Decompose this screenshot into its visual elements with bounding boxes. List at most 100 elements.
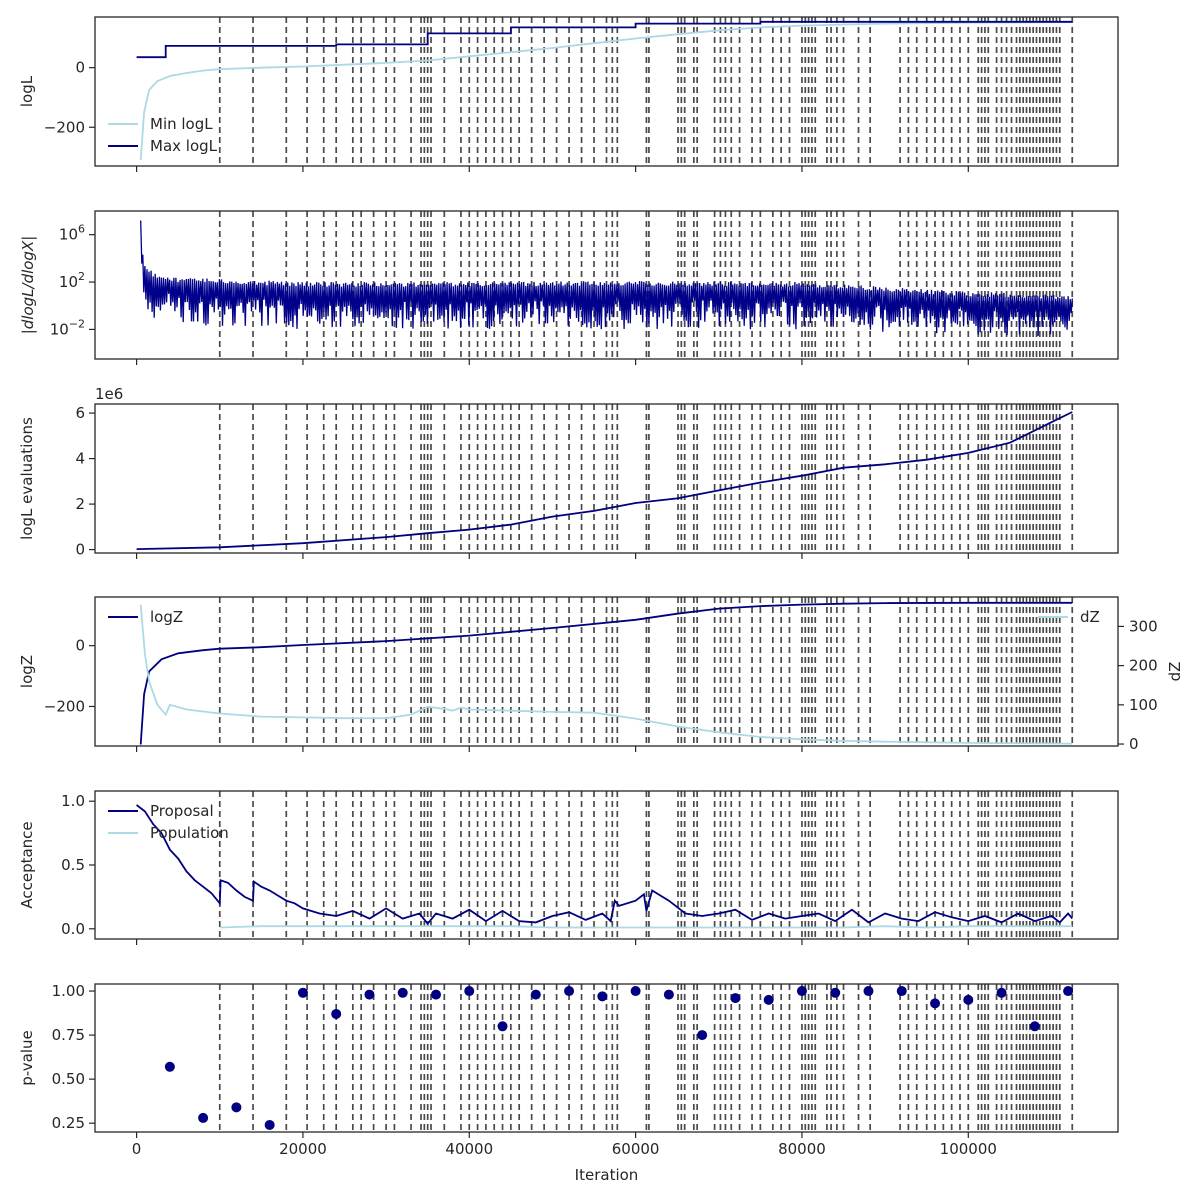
legend-label: Max logL <box>150 137 218 155</box>
y-axis-label: p-value <box>18 1030 36 1086</box>
series-line <box>136 804 1073 926</box>
y-tick-label: 0.75 <box>52 1026 85 1044</box>
data-point <box>397 987 408 998</box>
y-tick-label: 2 <box>75 495 85 513</box>
series-group <box>136 20 1073 161</box>
data-point <box>431 989 441 1000</box>
series-line <box>139 604 1073 745</box>
data-point <box>564 986 575 997</box>
data-point <box>1029 1021 1040 1032</box>
legend-label: Min logL <box>150 115 213 133</box>
data-point <box>930 998 941 1009</box>
y-tick-label: 4 <box>75 450 85 468</box>
y-tick-label: 0 <box>75 541 85 559</box>
axes-frame <box>94 403 1119 554</box>
y-axis-label: Acceptance <box>18 821 36 908</box>
y2-tick-label: 0 <box>1129 735 1139 753</box>
y-axis-label: |dlogL/dlogX| <box>19 236 37 335</box>
axes-frame <box>94 16 1119 167</box>
y-tick-label: 0.25 <box>52 1114 85 1132</box>
series-group <box>164 986 1074 1130</box>
x-tick-label: 100000 <box>940 1140 997 1158</box>
y-tick-label: 102 <box>59 270 85 291</box>
y-tick-label: 0 <box>75 59 85 77</box>
y-tick-label: 6 <box>75 404 85 422</box>
data-point <box>963 994 974 1005</box>
data-point <box>597 991 608 1002</box>
y-tick-label: 0 <box>75 637 85 655</box>
data-point <box>530 989 541 1000</box>
y2-tick-label: 100 <box>1129 696 1158 714</box>
y-tick-label: 1.0 <box>61 792 85 810</box>
data-point <box>996 987 1007 998</box>
insertion-lines <box>218 404 1074 553</box>
y2-tick-label: 300 <box>1129 617 1158 635</box>
insertion-lines <box>218 211 1074 359</box>
data-point <box>231 1102 242 1113</box>
axes-frame <box>94 983 1119 1133</box>
x-tick-label: 0 <box>132 1140 142 1158</box>
y-axis-label: logL <box>18 75 36 107</box>
data-point <box>630 986 641 997</box>
x-tick-label: 20000 <box>279 1140 327 1158</box>
panel-acceptance: 1.0 0.5 0.0 Acceptance Proposal Population <box>18 790 1119 945</box>
series-line <box>136 411 1073 550</box>
y2-tick-label: 200 <box>1129 657 1158 675</box>
series-line <box>219 925 1073 929</box>
series-group <box>136 411 1073 550</box>
y-tick-label: 0.5 <box>61 856 85 874</box>
panel-p-value: 0 20000 40000 60000 80000 100000 1.00 0.75 0.50 0… <box>18 982 1119 1184</box>
data-point <box>198 1112 209 1123</box>
y-tick-label: 0.50 <box>52 1070 85 1088</box>
data-point <box>796 986 807 997</box>
legend-label: dZ <box>1080 608 1100 626</box>
data-point <box>164 1061 175 1072</box>
panel-evaluations: 6 4 2 0 logL evaluations 1e6 <box>18 385 1119 559</box>
y-axis-label: logZ <box>18 655 36 688</box>
data-point <box>1063 986 1074 997</box>
y-tick-label: 0.0 <box>61 920 85 938</box>
x-tick-label: 80000 <box>778 1140 826 1158</box>
legend: Min logL Max logL <box>108 115 218 155</box>
y-tick-label: 10−2 <box>50 317 85 338</box>
data-point <box>697 1030 708 1041</box>
series-group <box>140 220 1073 337</box>
data-point <box>464 986 475 997</box>
x-tick-label: 60000 <box>612 1140 660 1158</box>
panel-dlogL: |dlogL/dlogX| <box>19 210 1119 365</box>
insertion-lines <box>218 17 1074 166</box>
series-line <box>139 601 1073 745</box>
legend-label: logZ <box>150 608 183 626</box>
panel-logZ: 0 −200 logZ 300 200 100 0 dZ logZ dZ <box>18 596 1184 753</box>
data-point <box>663 989 674 1000</box>
legend-label: Population <box>150 824 229 842</box>
x-tick-label: 40000 <box>445 1140 493 1158</box>
data-point <box>730 993 741 1004</box>
legend-label: Proposal <box>150 802 214 820</box>
series-line <box>140 220 1073 337</box>
y-tick-label: 1.00 <box>52 982 85 1000</box>
data-point <box>896 986 907 997</box>
x-axis-label: Iteration <box>575 1166 639 1184</box>
y2-axis-label: dZ <box>1166 662 1184 682</box>
data-point <box>264 1119 275 1130</box>
series-group <box>136 804 1073 929</box>
data-point <box>763 994 774 1005</box>
legend: logZ <box>108 608 183 626</box>
insertion-lines <box>218 597 1074 746</box>
y-tick-label: 106 <box>59 223 85 244</box>
axes-frame <box>94 790 1119 940</box>
insertion-lines <box>218 984 1074 1132</box>
data-point <box>497 1021 508 1032</box>
offset-text: 1e6 <box>95 385 123 403</box>
data-point <box>331 1008 342 1019</box>
legend: dZ <box>1038 608 1100 626</box>
y-tick-label: −200 <box>44 118 85 136</box>
series-line <box>136 20 1073 59</box>
axes-frame <box>94 210 1119 360</box>
y-tick-label: −200 <box>44 697 85 715</box>
y-axis-label: logL evaluations <box>18 417 36 540</box>
legend: Proposal Population <box>108 802 229 842</box>
data-point <box>297 987 308 998</box>
